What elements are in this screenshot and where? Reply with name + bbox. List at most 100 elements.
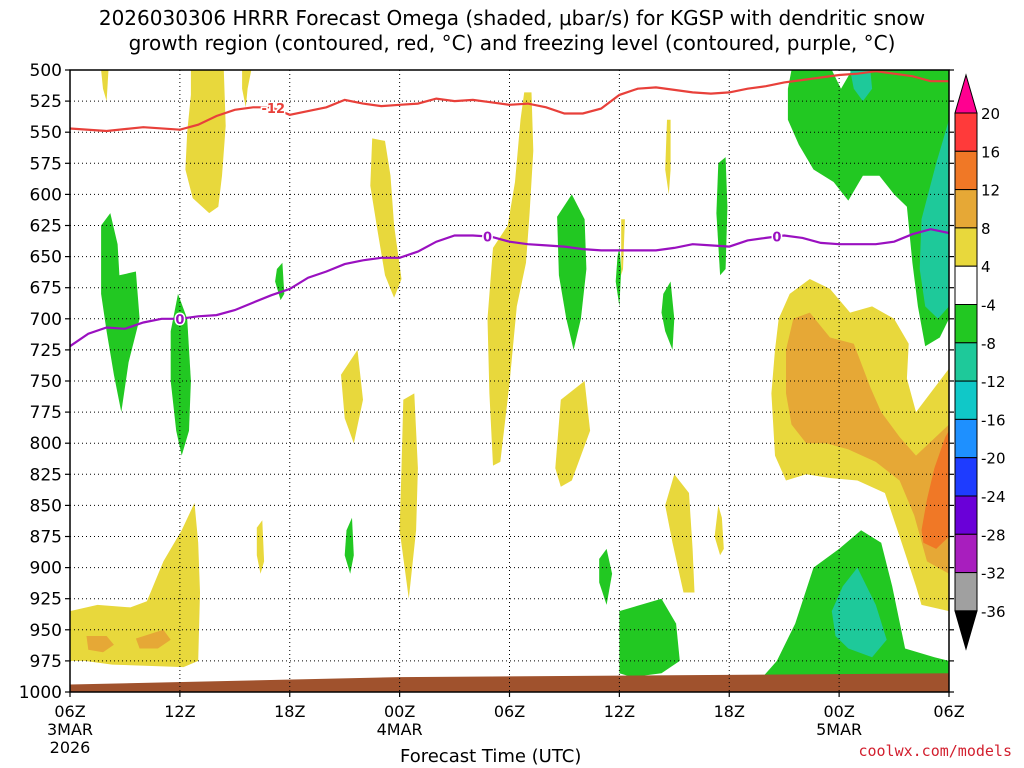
chart-title-line2: growth region (contoured, red, °C) and f… [128,31,896,55]
colorbar-label-4: 4 [981,258,991,276]
y-tick-label-700: 700 [30,310,62,330]
colorbar-box-12 [954,533,978,574]
omega-region-28 [619,598,680,678]
y-tick-label-875: 875 [30,528,62,548]
omega-region-0 [101,70,109,102]
y-tick-label-725: 725 [30,341,62,361]
y-tick-label-575: 575 [30,154,62,174]
omega-region-18 [921,430,949,549]
omega-region-3 [370,138,402,298]
colorbar-box-1 [954,112,978,152]
axes: 500 525 550 575 600 625 650 675 700 725 750 775 800 8… [19,61,965,757]
y-tick-label-900: 900 [30,559,62,579]
x-date-label-7: 5MAR [816,720,862,739]
isotherm-contours: -12 0 0 0 [69,70,950,348]
y-tick-label-825: 825 [30,465,62,485]
x-axis-title: Forecast Time (UTC) [400,746,582,767]
omega-region-15 [135,629,171,649]
omega-region-8 [555,381,591,487]
x-tick-label-4: 06Z [494,702,525,721]
omega-region-22 [344,517,354,574]
x-date-label-0: 3MAR [47,720,93,739]
omega-region-1 [185,70,226,214]
colorbar-label-1: 16 [981,143,1000,161]
omega-region-14 [86,636,114,653]
x-tick-label-0: 06Z [54,702,85,721]
colorbar-label-8: -16 [981,411,1006,429]
colorbar-box-6 [954,304,978,344]
colorbar-box-10 [954,457,978,497]
colorbar-box-11 [954,495,978,535]
x-date-label-3: 4MAR [377,720,423,739]
omega-region-5 [341,349,363,444]
omega-region-13 [70,502,200,668]
colorbar-box-4 [954,227,978,267]
omega-region-25 [615,246,622,307]
omega-region-27 [716,157,728,276]
y-tick-label-600: 600 [30,185,62,205]
colorbar-box-13 [954,572,978,612]
colorbar-label-10: -24 [981,488,1006,506]
chart-title-line1: 2026030306 HRRR Forecast Omega (shaded, … [98,6,926,30]
omega-region-19 [101,213,140,413]
y-tick-label-500: 500 [30,61,62,81]
x-tick-label-5: 12Z [604,702,635,721]
x-tick-label-3: 00Z [384,702,415,721]
omega-region-33 [831,567,887,658]
x-tick-label-7: 00Z [823,702,854,721]
colorbar-label-3: 8 [981,220,991,238]
x-year-label-0: 2026 [50,738,91,757]
omega-region-23 [557,194,587,350]
omega-region-20 [170,293,191,456]
omega-region-17 [786,312,949,574]
y-tick-label-625: 625 [30,217,62,237]
contour-label-3: 0 [772,230,781,245]
colorbar-bottom-triangle [954,610,978,651]
contour-line-1 [69,228,950,348]
omega-region-32 [919,119,949,319]
colorbar-label-13: -36 [981,603,1006,621]
colorbar-label-5: -4 [981,297,996,315]
omega-region-2 [242,70,252,108]
x-tick-label-1: 12Z [164,702,195,721]
colorbar: 20 16 12 8 4 -4 -8 -12 -16 -20 -24 -28 -32 -36 [954,73,1006,651]
y-tick-label-550: 550 [30,123,62,143]
x-tick-label-2: 18Z [274,702,305,721]
y-tick-label-750: 750 [30,372,62,392]
y-tick-label-525: 525 [30,92,62,112]
omega-region-26 [661,281,675,350]
x-tick-label-6: 18Z [714,702,745,721]
omega-region-9 [665,119,671,195]
colorbar-box-8 [954,380,978,420]
y-tick-label-975: 975 [30,652,62,672]
y-tick-label-850: 850 [30,496,62,516]
y-tick-label-675: 675 [30,279,62,299]
colorbar-label-9: -20 [981,450,1006,468]
omega-region-10 [621,219,625,276]
colorbar-box-3 [954,189,978,229]
credit-text: coolwx.com/models [858,742,1012,760]
x-tick-label-8: 06Z [933,702,964,721]
gridlines [70,70,949,692]
y-tick-label-650: 650 [30,248,62,268]
contour-label-0: -12 [262,102,286,117]
omega-region-11 [665,474,695,593]
colorbar-label-7: -12 [981,373,1006,391]
y-tick-label-950: 950 [30,621,62,641]
colorbar-label-2: 12 [981,182,1000,200]
colorbar-box-2 [954,150,978,191]
omega-region-6 [256,520,265,574]
omega-region-30 [787,70,949,347]
colorbar-box-9 [954,418,978,459]
omega-region-31 [850,70,873,102]
contour-label-1: 0 [175,313,184,328]
omega-region-24 [599,548,613,605]
y-tick-label-925: 925 [30,590,62,610]
colorbar-label-0: 20 [981,105,1000,123]
colorbar-box-5 [954,265,978,306]
colorbar-top-triangle [954,73,978,114]
omega-region-7 [399,393,418,599]
y-tick-label-800: 800 [30,434,62,454]
colorbar-box-7 [954,342,978,382]
